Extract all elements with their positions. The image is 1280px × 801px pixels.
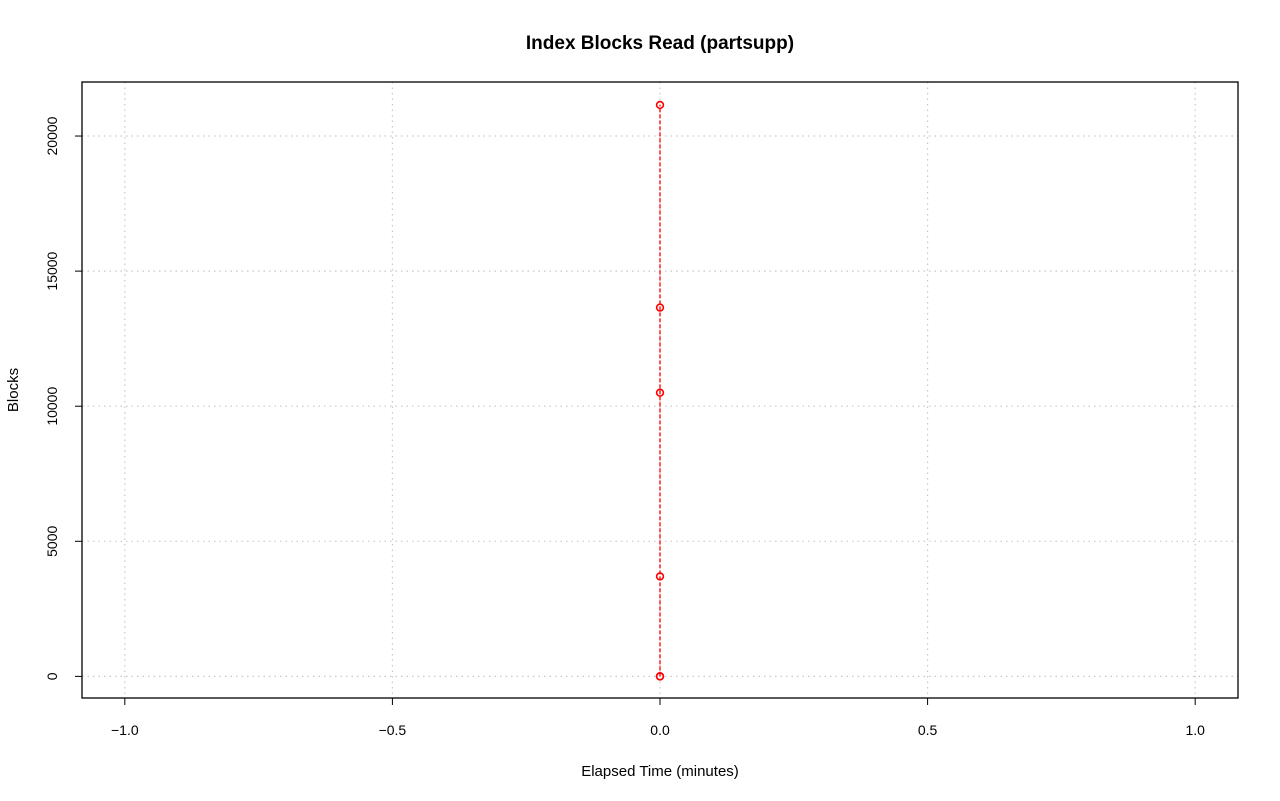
y-tick-label: 20000: [44, 116, 60, 155]
x-tick-label: 1.0: [1185, 722, 1205, 738]
data-point: [655, 100, 665, 110]
data-point: [655, 303, 665, 312]
y-tick-label: 0: [44, 672, 60, 680]
y-axis: 0 5000 10000 15000 20000: [44, 116, 83, 680]
data-point: [655, 388, 665, 397]
y-tick-label: 15000: [44, 251, 60, 290]
x-axis-label: Elapsed Time (minutes): [581, 763, 739, 780]
x-tick-label: 0.0: [650, 722, 670, 738]
x-tick-label: 0.5: [918, 722, 938, 738]
data-point: [655, 572, 665, 581]
y-tick-label: 10000: [44, 387, 60, 426]
series-group: [655, 100, 665, 681]
x-tick-label: −1.0: [111, 722, 139, 738]
y-tick-label: 5000: [44, 526, 60, 557]
data-point: [655, 672, 665, 681]
y-axis-label: Blocks: [5, 368, 22, 412]
chart-title: Index Blocks Read (partsupp): [526, 33, 794, 54]
x-axis: −1.0 −0.5 0.0 0.5 1.0: [111, 697, 1205, 738]
x-tick-label: −0.5: [379, 722, 407, 738]
